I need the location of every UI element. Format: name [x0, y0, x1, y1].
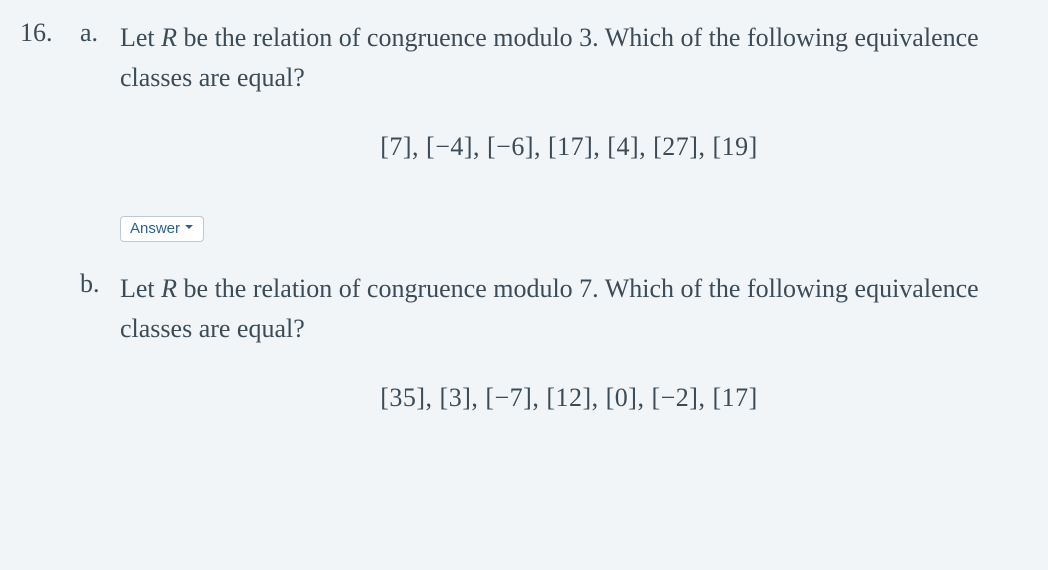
- question-block: 16. a. Let R be the relation of congruen…: [0, 0, 1048, 468]
- part-b-equation-row: [35], [3], [−7], [12], [0], [−2], [17]: [20, 350, 1018, 450]
- question-number: 16.: [20, 18, 80, 48]
- part-a-row: 16. a. Let R be the relation of congruen…: [20, 18, 1018, 99]
- part-a-prefix: Let: [120, 23, 161, 52]
- part-b-suffix: be the relation of congruence modulo 7. …: [120, 274, 979, 343]
- part-a-letter: a.: [80, 18, 120, 48]
- answer-button-label: Answer: [130, 220, 180, 238]
- part-b-prefix: Let: [120, 274, 161, 303]
- part-b-equation: [35], [3], [−7], [12], [0], [−2], [17]: [120, 378, 1018, 418]
- part-b-row: b. Let R be the relation of congruence m…: [20, 269, 1018, 350]
- part-a-R: R: [161, 23, 177, 52]
- part-b-text: Let R be the relation of congruence modu…: [120, 269, 1018, 350]
- answer-button[interactable]: Answer: [120, 216, 204, 242]
- part-a-equation-row: [7], [−4], [−6], [17], [4], [27], [19]: [20, 99, 1018, 199]
- chevron-down-icon: [184, 222, 194, 236]
- part-a-suffix: be the relation of congruence modulo 3. …: [120, 23, 979, 92]
- answer-row: Answer: [20, 199, 1018, 269]
- part-b-R: R: [161, 274, 177, 303]
- part-a-text: Let R be the relation of congruence modu…: [120, 18, 1018, 99]
- part-b-letter: b.: [80, 269, 120, 299]
- part-a-equation: [7], [−4], [−6], [17], [4], [27], [19]: [120, 127, 1018, 167]
